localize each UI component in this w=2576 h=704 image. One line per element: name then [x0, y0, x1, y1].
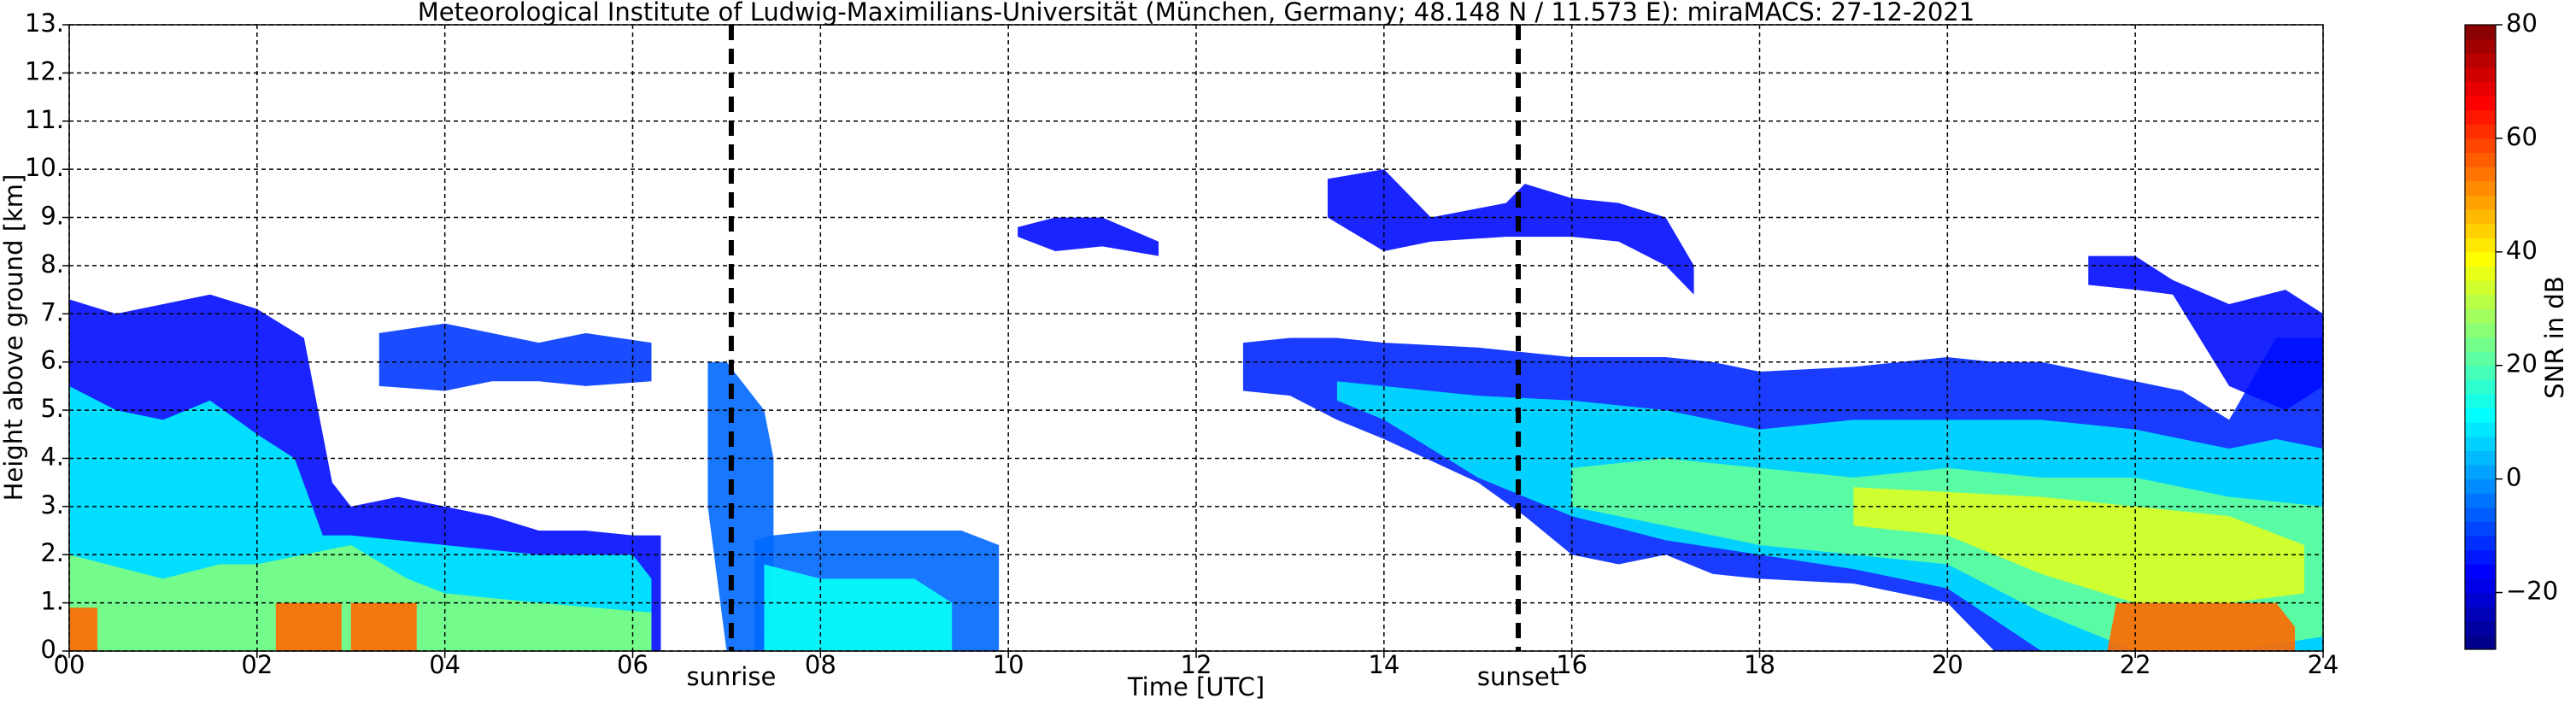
x-tick-label: 20 [1932, 650, 1963, 679]
x-tick-label: 06 [617, 650, 648, 679]
colorbar-segment [2465, 521, 2496, 537]
x-tick-label: 18 [1744, 650, 1775, 679]
colorbar-segment [2465, 549, 2496, 565]
colorbar-segment [2465, 25, 2496, 40]
y-tick-label: 9. [40, 202, 64, 231]
plot-frame [68, 24, 2324, 652]
colorbar-tick-label: 20 [2506, 349, 2538, 378]
colorbar-segment [2465, 208, 2496, 225]
colorbar-segment [2465, 536, 2496, 551]
colorbar-segment [2465, 578, 2496, 594]
colorbar-segment [2465, 436, 2496, 451]
colorbar-segment [2465, 450, 2496, 466]
y-tick-label: 7. [40, 297, 64, 326]
colorbar-segment [2465, 67, 2496, 82]
colorbar-segment [2465, 493, 2496, 508]
colorbar-segment [2465, 223, 2496, 238]
colorbar-segment [2465, 251, 2496, 267]
colorbar-segment [2465, 53, 2496, 68]
colorbar-segment [2465, 592, 2496, 607]
colorbar-segment [2465, 266, 2496, 281]
colorbar-segment [2465, 422, 2496, 437]
echo-region [2088, 255, 2323, 411]
echo-region [1327, 169, 1694, 295]
colorbar-segment [2465, 238, 2496, 253]
colorbar-label: SNR in dB [2540, 276, 2569, 398]
colorbar-segment [2465, 81, 2496, 97]
colorbar-segment [2465, 109, 2496, 125]
colorbar-frame [2464, 24, 2497, 650]
chart-title: Meteorological Institute of Ludwig-Maxim… [418, 0, 1975, 26]
y-tick-label: 4. [40, 442, 64, 471]
colorbar-tick-label: 60 [2506, 122, 2538, 151]
colorbar-segment [2465, 635, 2496, 650]
y-tick-label: 11. [25, 105, 64, 134]
echo-region [69, 544, 652, 651]
echo-region [764, 564, 953, 651]
y-axis-label: Height above ground [km] [0, 174, 28, 502]
colorbar-segment [2465, 167, 2496, 182]
echo-region [2107, 602, 2296, 651]
colorbar-segment [2465, 379, 2496, 395]
colorbar-segment [2465, 351, 2496, 367]
y-tick-label: 12. [25, 56, 64, 85]
colorbar-segment [2465, 138, 2496, 154]
x-tick-label: 00 [54, 650, 85, 679]
y-tick-label: 6. [40, 346, 64, 375]
echo-region [1853, 487, 2305, 603]
colorbar-segment [2465, 478, 2496, 494]
y-tick-label: 2. [40, 538, 64, 567]
colorbar-segment [2465, 408, 2496, 423]
x-tick-label: 10 [993, 650, 1024, 679]
colorbar-segment [2465, 337, 2496, 352]
y-tick-label: 10. [25, 153, 64, 182]
echo-region [69, 602, 417, 651]
colorbar-segment [2465, 322, 2496, 337]
x-tick-label: 24 [2308, 650, 2339, 679]
colorbar-segment [2465, 393, 2496, 409]
colorbar-segment [2465, 152, 2496, 167]
marker-label: sunset [1477, 662, 1559, 691]
colorbar-segment [2465, 195, 2496, 210]
colorbar-segment [2465, 180, 2496, 196]
x-tick-label: 22 [2120, 650, 2151, 679]
x-tick-label: 12 [1181, 650, 1212, 679]
colorbar-segment [2465, 564, 2496, 579]
x-tick-label: 16 [1556, 650, 1587, 679]
y-tick-label: 1. [40, 587, 64, 616]
colorbar-segment [2465, 465, 2496, 480]
colorbar-tick-label: 0 [2506, 463, 2521, 492]
marker-label: sunrise [687, 662, 777, 691]
y-tick-label: 3. [40, 490, 64, 519]
colorbar-segment [2465, 507, 2496, 522]
colorbar-segment [2465, 124, 2496, 139]
colorbar-segment [2465, 280, 2496, 296]
colorbar-segment [2465, 308, 2496, 324]
echo-region [1018, 217, 1159, 256]
colorbar-segment [2465, 607, 2496, 622]
x-axis-label: Time [UTC] [1127, 672, 1265, 701]
x-tick-label: 04 [429, 650, 461, 679]
colorbar-tick-label: −20 [2506, 577, 2558, 606]
colorbar-segment [2465, 96, 2496, 111]
colorbar-segment [2465, 620, 2496, 636]
y-tick-label: 8. [40, 249, 64, 279]
y-tick-label: 13. [25, 9, 64, 38]
x-tick-label: 02 [241, 650, 273, 679]
colorbar-segment [2465, 365, 2496, 380]
colorbar-segment [2465, 38, 2496, 54]
echo-region [378, 323, 652, 391]
colorbar-tick-label: 80 [2506, 9, 2538, 38]
x-tick-label: 08 [805, 650, 836, 679]
colorbar-segment [2465, 294, 2496, 309]
y-tick-label: 5. [40, 394, 64, 423]
x-tick-label: 14 [1368, 650, 1399, 679]
colorbar-tick-label: 40 [2506, 236, 2538, 265]
y-tick-label: 0. [40, 635, 64, 664]
